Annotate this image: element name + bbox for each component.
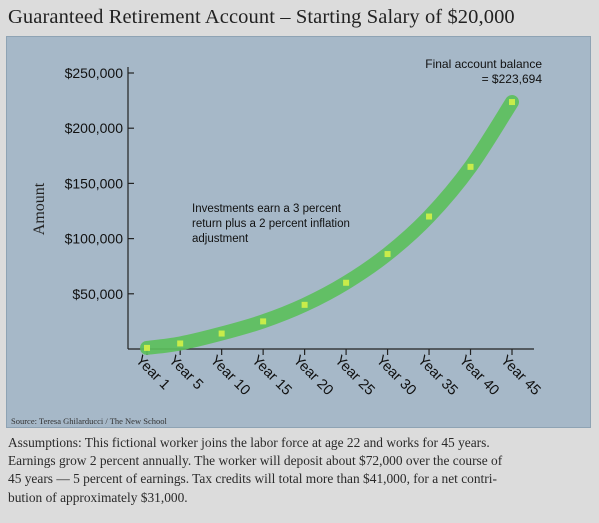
y-axis-title: Amount <box>31 182 48 235</box>
data-point <box>426 213 433 220</box>
x-tick-label: Year 35 <box>414 353 460 399</box>
y-tick-label: $100,000 <box>65 231 124 247</box>
assumptions-line: 45 years — 5 percent of earnings. Tax cr… <box>8 471 497 487</box>
data-point <box>384 251 391 258</box>
x-tick-label: Year 10 <box>207 353 253 399</box>
series-line <box>140 95 519 355</box>
x-tick-label: Year 45 <box>497 353 543 399</box>
investments-note-line: return plus a 2 percent inflation <box>192 218 350 230</box>
assumptions-line: bution of approximately $31,000. <box>8 489 188 505</box>
x-tick-label: Year 5 <box>165 353 206 394</box>
data-point <box>260 318 267 325</box>
assumptions-line: Earnings grow 2 percent annually. The wo… <box>8 453 503 469</box>
data-point <box>467 163 474 170</box>
chart-svg: $50,000 $100,000 $150,000 $200,000 $250,000 A… <box>31 57 543 399</box>
chart-title: Guaranteed Retirement Account – Starting… <box>8 6 515 28</box>
investments-note-line: Investments earn a 3 percent <box>192 203 342 215</box>
assumptions-line: Assumptions: This fictional worker joins… <box>8 435 490 450</box>
y-tick-label: $200,000 <box>65 120 124 136</box>
x-tick-label: Year 40 <box>456 353 502 399</box>
x-tick-label: Year 25 <box>331 353 377 399</box>
data-point <box>177 340 184 347</box>
x-tick-label: Year 1 <box>132 353 173 394</box>
final-balance-value: = $223,694 <box>482 72 543 86</box>
y-tick-label: $150,000 <box>65 175 124 191</box>
final-balance-label: Final account balance <box>425 57 542 71</box>
data-point <box>218 330 225 337</box>
investments-note-line: adjustment <box>192 233 249 245</box>
data-point <box>144 344 150 351</box>
data-point <box>343 279 350 286</box>
x-tick-label: Year 30 <box>373 353 419 399</box>
assumptions-text: Assumptions: This fictional worker joins… <box>8 434 593 507</box>
source-note: Source: Teresa Ghilarducci / The New Sch… <box>11 416 167 426</box>
x-tick-label: Year 15 <box>248 353 294 399</box>
chart-panel: $50,000 $100,000 $150,000 $200,000 $250,000 A… <box>6 36 591 428</box>
y-tick-label: $250,000 <box>65 65 124 81</box>
x-tick-label: Year 20 <box>290 353 336 399</box>
data-point <box>301 301 308 308</box>
y-tick-label: $50,000 <box>72 286 123 302</box>
data-point <box>509 99 515 106</box>
